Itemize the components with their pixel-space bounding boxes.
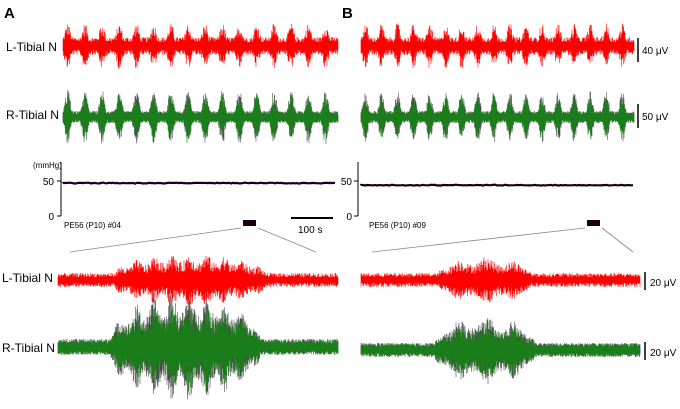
expansion-marker-b (587, 220, 600, 226)
panel-letter-b: B (342, 5, 353, 22)
expanded-right-tibial-a (57, 303, 339, 392)
trace-right-tibial-a (62, 93, 339, 141)
amp-scale-label-bottom-l: 20 μV (650, 278, 677, 289)
pressure-trace-a (61, 181, 336, 185)
label-left-tibial-expanded: L-Tibial N (2, 271, 53, 285)
label-left-tibial-top: L-Tibial N (6, 40, 57, 54)
pressure-tick-label-0-a: 0 (48, 212, 54, 223)
expanded-left-tibial-a (57, 255, 339, 306)
recording-id-b: PE56 (P10) #09 (369, 221, 426, 230)
time-scale-label: 100 s (298, 225, 322, 236)
amp-scale-label-top-r: 50 μV (642, 112, 669, 123)
zoom-guide-b-left (371, 227, 586, 253)
pressure-tick-label-0-b: 0 (346, 212, 352, 223)
recording-id-a: PE56 (P10) #04 (64, 221, 121, 230)
expanded-right-tibial-b (360, 323, 641, 376)
amp-scale-label-bottom-r: 20 μV (650, 348, 677, 359)
pressure-trace-b (359, 183, 634, 187)
trace-left-tibial-b (360, 23, 635, 68)
label-right-tibial-expanded: R-Tibial N (2, 341, 55, 355)
zoom-guide-a-left (69, 227, 242, 253)
trace-right-tibial-b (360, 95, 635, 139)
pressure-tick-label-50-b: 50 (341, 177, 353, 188)
zoom-guide-b-right (601, 227, 634, 253)
expansion-marker-a (243, 220, 256, 226)
pressure-unit-a: (mmHg) (33, 161, 62, 170)
panel-letter-a: A (4, 5, 15, 22)
amp-scale-label-top-l: 40 μV (642, 46, 669, 57)
trace-left-tibial-a (62, 23, 339, 69)
label-right-tibial-top: R-Tibial N (6, 108, 59, 122)
trace-layer (57, 23, 641, 400)
expanded-left-tibial-b (360, 257, 641, 303)
zoom-guide-a-right (257, 227, 317, 253)
pressure-tick-label-50-a: 50 (43, 177, 55, 188)
